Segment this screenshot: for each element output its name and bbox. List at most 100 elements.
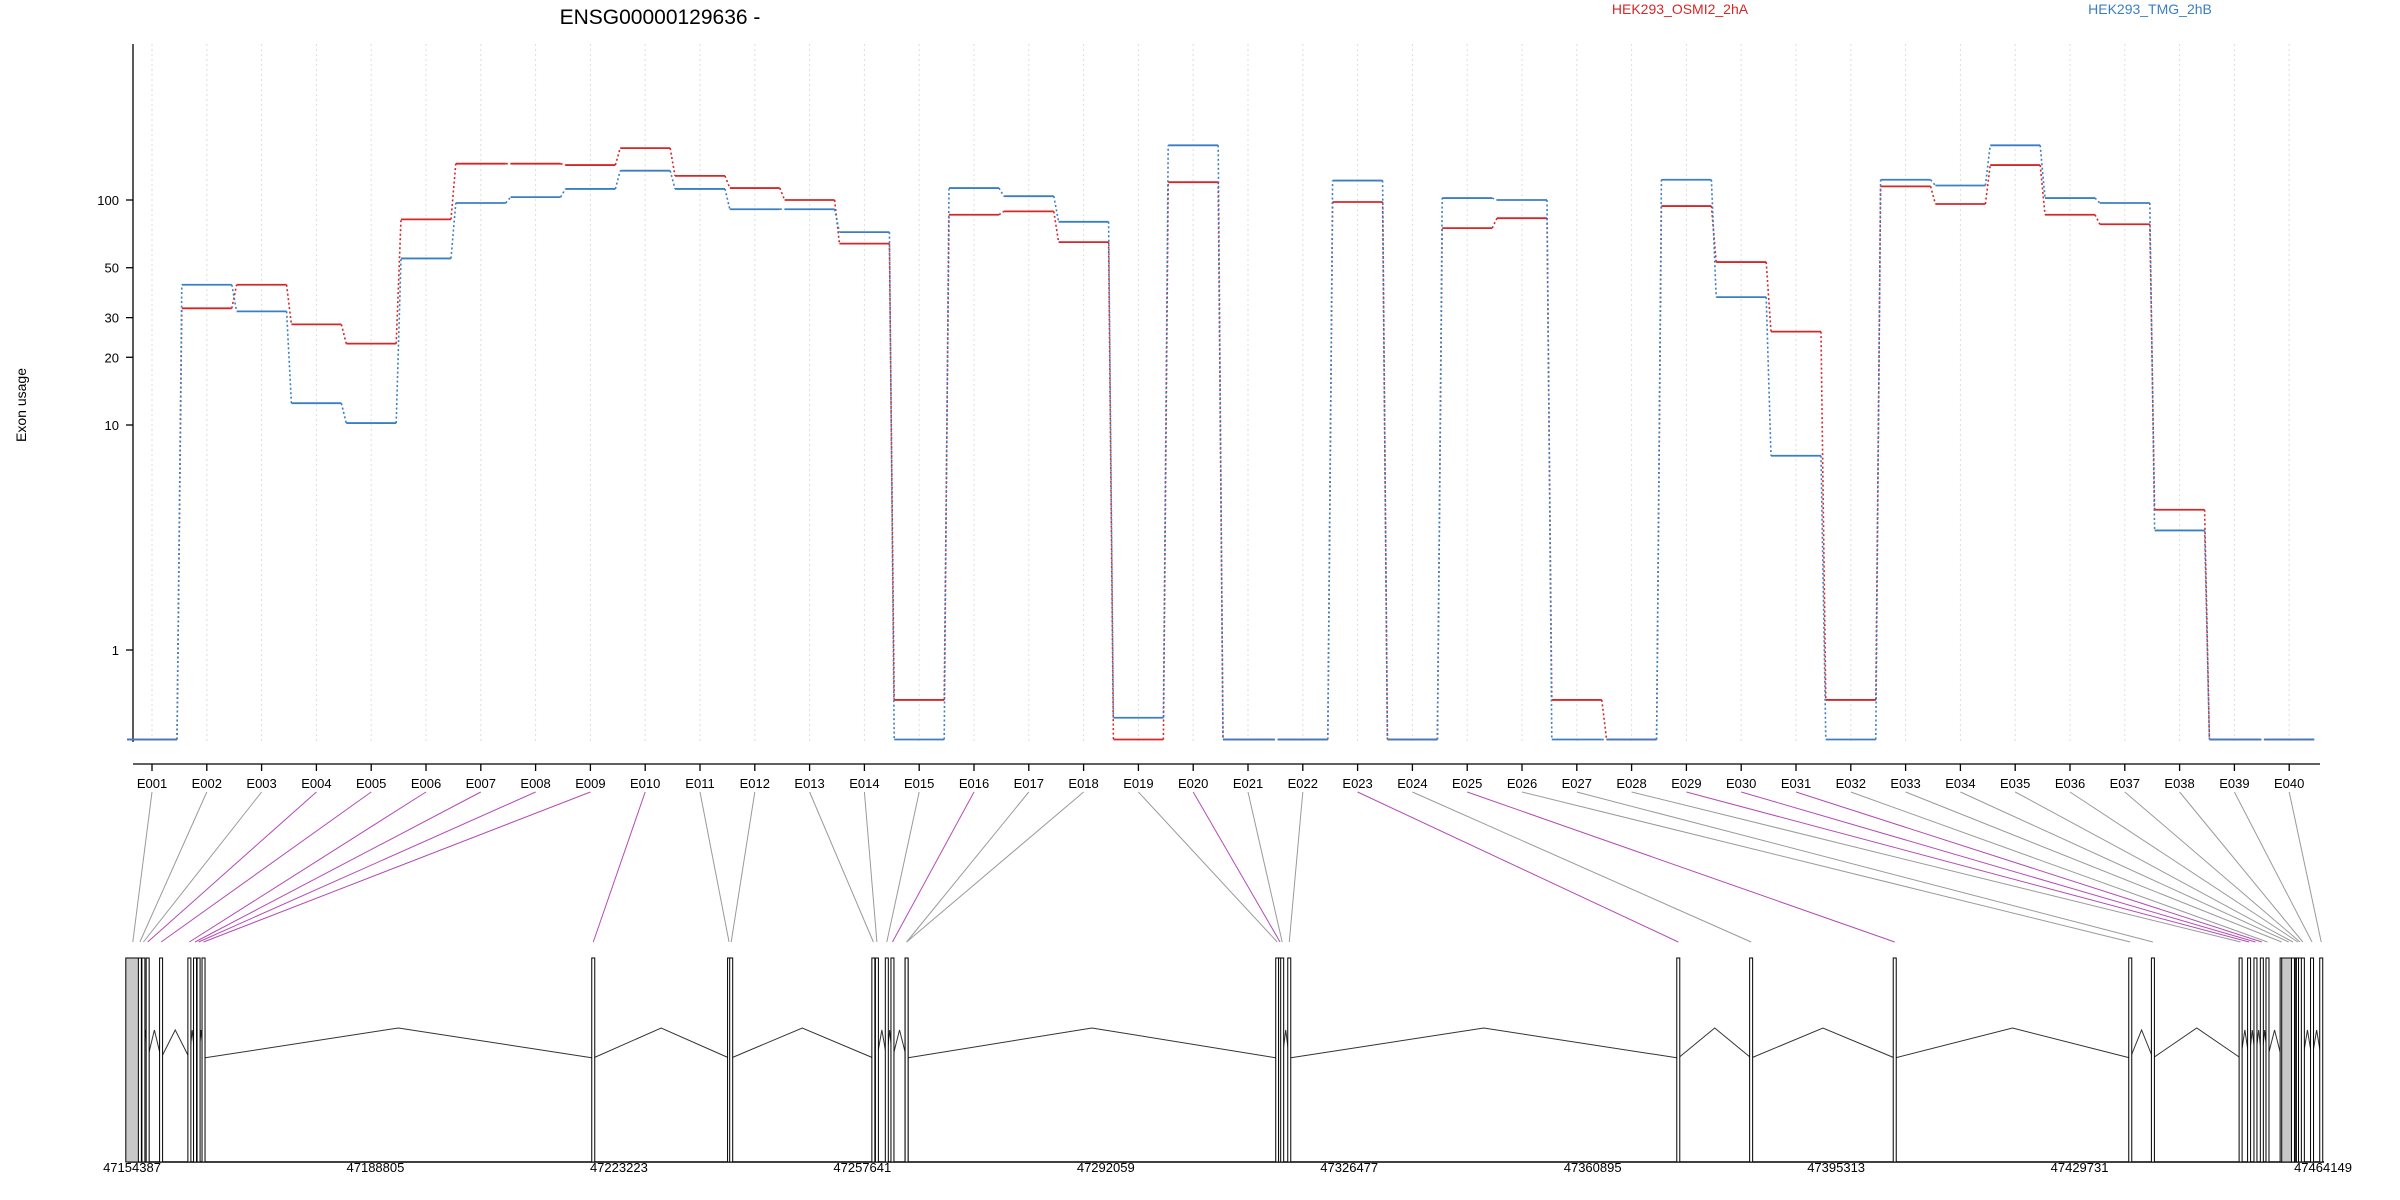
- x-tick-label: E036: [2055, 776, 2085, 791]
- exon-box: [729, 957, 734, 1163]
- x-tick-label: E009: [575, 776, 605, 791]
- series-connector: [450, 202, 457, 259]
- x-axis-ticks: E001 E002 E003 E004 E005 E006 E007 E008 E009 E010…: [137, 764, 2304, 791]
- coordinate-label: 47360895: [1564, 1160, 1622, 1175]
- exon-connector: [1960, 791, 2289, 943]
- exon-box: [187, 957, 192, 1163]
- series-connector: [1929, 186, 1937, 205]
- series-connector: [1381, 180, 1389, 740]
- intron-line: [730, 1027, 874, 1059]
- series-connector: [1875, 179, 1882, 740]
- exon-box: [874, 957, 879, 1163]
- y-axis-ticks: 1 10 20 30 50 100: [97, 193, 133, 658]
- exon-connector: [198, 791, 536, 943]
- intron-line: [2266, 1029, 2283, 1059]
- exon-box: [2290, 957, 2295, 1163]
- series-connector: [1984, 145, 1991, 186]
- exon-box: [2150, 957, 2155, 1163]
- exon-connector: [1412, 791, 1752, 943]
- series-connector: [998, 187, 1005, 197]
- series-connector: [724, 175, 731, 189]
- exon-box: [1280, 957, 1285, 1163]
- exon-box: [1287, 957, 1292, 1163]
- exon-box: [904, 957, 909, 1163]
- y-tick-label: 30: [105, 311, 119, 326]
- series-connector: [285, 311, 293, 404]
- x-tick-label: E012: [740, 776, 770, 791]
- exon-connector: [592, 791, 646, 943]
- series-connector: [285, 284, 293, 325]
- x-tick-label: E013: [794, 776, 824, 791]
- x-tick-label: E031: [1781, 776, 1811, 791]
- series-connector: [669, 170, 676, 190]
- gene-model: [125, 957, 2324, 1163]
- series-connector: [231, 284, 238, 309]
- exon-connector: [1631, 791, 2241, 943]
- exon-connector: [2069, 791, 2299, 943]
- x-tick-label: E020: [1178, 776, 1208, 791]
- series-connector: [833, 199, 841, 244]
- series-connector: [943, 188, 950, 740]
- series-connector: [560, 162, 566, 166]
- exon-box: [2265, 957, 2270, 1163]
- intron-line: [2152, 1027, 2241, 1059]
- exon-connector: [1467, 791, 1895, 943]
- exon-connector: [1521, 791, 2131, 943]
- exon-connectors: [132, 791, 2322, 943]
- series-connector: [1710, 179, 1717, 298]
- series-connector: [2203, 530, 2211, 740]
- exon-box: [2128, 957, 2133, 1163]
- exon-connector: [730, 791, 756, 943]
- x-tick-label: E029: [1671, 776, 1701, 791]
- intron-line: [1894, 1027, 2131, 1059]
- exon-connector: [2179, 791, 2304, 943]
- x-tick-label: E019: [1123, 776, 1153, 791]
- x-tick-label: E025: [1452, 776, 1482, 791]
- exon-box: [2247, 957, 2252, 1163]
- exon-connector: [2014, 791, 2294, 943]
- series-connector: [450, 163, 457, 220]
- series-connector: [505, 196, 512, 204]
- series-connector: [1491, 197, 1498, 201]
- legend-series-a: HEK293_OSMI2_2hA: [1612, 1, 1749, 17]
- x-tick-label: E024: [1397, 776, 1427, 791]
- x-tick-label: E010: [630, 776, 660, 791]
- x-tick-label: E018: [1068, 776, 1098, 791]
- intron-line: [1289, 1027, 1679, 1059]
- x-tick-label: E037: [2110, 776, 2140, 791]
- series-connector: [1162, 145, 1169, 718]
- exon-box: [871, 957, 876, 1163]
- exon-connector: [886, 791, 920, 943]
- intron-line: [593, 1027, 730, 1059]
- x-tick-label: E034: [1945, 776, 1975, 791]
- coordinate-label: 47464149: [2294, 1160, 2352, 1175]
- exon-box: [141, 957, 146, 1163]
- x-tick-label: E003: [246, 776, 276, 791]
- intron-line: [906, 1027, 1278, 1059]
- exon-box: [137, 957, 142, 1163]
- series-connector: [1107, 242, 1115, 740]
- exon-box: [2238, 957, 2243, 1163]
- exon-connector: [906, 791, 1084, 943]
- series-connector: [1875, 186, 1882, 700]
- exon-connector: [809, 791, 874, 943]
- x-tick-label: E016: [959, 776, 989, 791]
- series-connector: [724, 188, 731, 210]
- x-tick-label: E017: [1014, 776, 1044, 791]
- y-tick-label: 20: [105, 350, 119, 365]
- series-connector: [1984, 164, 1991, 205]
- chart-title: ENSG00000129636 -: [560, 6, 761, 29]
- exon-connector: [863, 791, 878, 943]
- series-connector: [888, 232, 895, 740]
- x-tick-label: E001: [137, 776, 167, 791]
- series-connector: [1546, 199, 1553, 740]
- x-tick-label: E032: [1836, 776, 1866, 791]
- exon-box: [884, 957, 889, 1163]
- series-connector: [614, 170, 621, 190]
- series-connector: [2039, 164, 2046, 215]
- exon-connector: [203, 791, 591, 943]
- series-connector: [1820, 331, 1827, 700]
- x-tick-label: E035: [2000, 776, 2030, 791]
- y-tick-label: 10: [105, 418, 119, 433]
